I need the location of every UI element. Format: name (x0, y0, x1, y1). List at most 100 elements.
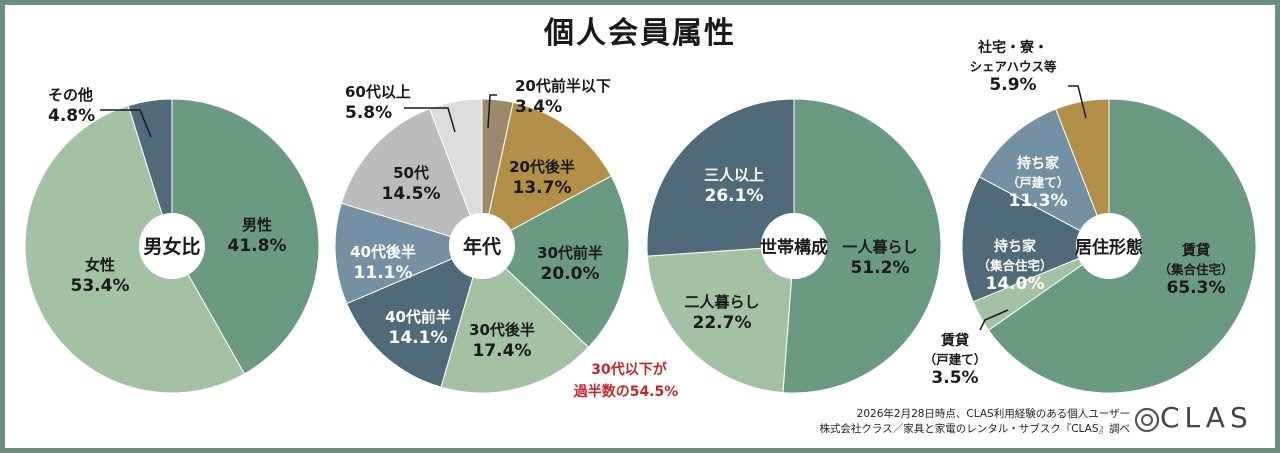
pie-chart-3: 世帯構成 一人暮らし 51.2% 二人暮らし 22.7% 三人以上 26.1% (646, 98, 942, 394)
pie-chart-1: 男女比 男性 41.8% 女性 53.4% その他 4.8% (24, 86, 320, 394)
clas-logo (1134, 407, 1160, 433)
slice-label: 50代 14.5% (382, 164, 441, 204)
pie-slice (127, 98, 173, 247)
source-note-line-1: 2026年2月28日時点、CLAS利用経験のある個人ユーザー (856, 408, 1130, 420)
slice-category-label: 社宅・寮・ (977, 39, 1048, 56)
slice-category-label: 40代前半 (385, 308, 451, 326)
slice-value-label: 3.5% (931, 368, 978, 388)
slice-category-label: 20代後半 (509, 158, 575, 176)
pie-chart-4: 居住形態 賃貸（集合住宅）65.3%賃貸（戸建て）3.5%持ち家（集合住宅）14.… (924, 39, 1257, 394)
slice-label: 賃貸 （戸建て）3.5% (924, 309, 1009, 388)
slice-category-label: 賃貸 (1181, 242, 1210, 259)
logo-text: CLAS (1160, 401, 1253, 434)
pie-slice (340, 108, 483, 247)
slice-value-label: 5.8% (345, 103, 392, 123)
slice-label: その他 4.8% (48, 86, 152, 138)
pie-title: 男女比 (143, 235, 200, 258)
slice-category-label: 40代後半 (350, 243, 416, 261)
slice-label: 一人暮らし 51.2% (842, 238, 917, 278)
slice-category-label: （戸建て） (1007, 175, 1070, 190)
slice-category-label: 三人以上 (704, 166, 764, 184)
slice-category-label: （戸建て） (924, 352, 987, 367)
slice-value-label: 13.7% (513, 178, 572, 198)
slice-category-label: 女性 (85, 256, 115, 274)
slice-category-label: その他 (48, 86, 93, 104)
slice-value-label: 41.8% (228, 236, 287, 256)
slice-category-label: 持ち家 (1017, 155, 1060, 172)
slice-label: 女性 53.4% (71, 256, 130, 296)
slice-value-label: 11.3% (1009, 191, 1068, 211)
leader-line (1068, 85, 1087, 119)
slice-label: 男性 41.8% (228, 216, 287, 256)
slice-value-label: 65.3% (1167, 278, 1226, 298)
slice-category-label: 30代前半 (537, 244, 603, 262)
slice-category-label: （集合住宅） (1158, 262, 1233, 277)
pie-slice (782, 98, 942, 394)
pie-center (761, 213, 827, 279)
slice-value-label: 14.0% (986, 274, 1045, 294)
pie-slice (440, 245, 590, 394)
pie-slice (171, 98, 320, 375)
slice-label: 二人暮らし 22.7% (684, 293, 759, 333)
slice-category-label: 20代前半以下 (515, 77, 611, 95)
pie-slice (646, 245, 795, 394)
leader-line (100, 109, 152, 138)
slice-category-label: 賃貸 (940, 332, 969, 349)
slice-category-label: 60代以上 (345, 83, 411, 101)
slice-value-label: 26.1% (705, 186, 764, 206)
pie-title: 世帯構成 (760, 237, 828, 258)
slice-label: 40代前半 14.1% (385, 308, 451, 348)
slice-label: 30代後半 17.4% (469, 321, 535, 361)
pie-slice (481, 101, 612, 247)
slice-category-label: 二人暮らし (684, 293, 759, 311)
source-note: 2026年2月28日時点、CLAS利用経験のある個人ユーザー 株式会社クラス／家… (819, 407, 1130, 437)
pie-center (449, 213, 515, 279)
leader-line (979, 309, 1009, 331)
slice-label: 三人以上 26.1% (704, 166, 764, 206)
slice-label: 20代後半 13.7% (509, 158, 575, 198)
slice-label: 40代後半 11.1% (350, 243, 416, 283)
pie-slice (978, 108, 1110, 248)
pie-chart-2: 年代 20代前半以下 3.4% 20代後半 13.7% 30代前半 20.0% 30代後半 17… (334, 77, 630, 394)
pie-slice (346, 245, 483, 388)
pie-slice (24, 105, 246, 394)
source-note-line-2: 株式会社クラス／家具と家電のレンタル・サブスク『CLAS』調べ (819, 423, 1130, 435)
pie-slice (961, 176, 1111, 303)
slice-label: 20代前半以下 3.4% (487, 77, 611, 129)
slice-label: 持ち家 （戸建て）11.3% (1007, 155, 1070, 211)
slice-category-label: 30代後半 (469, 321, 535, 339)
leader-line (404, 107, 456, 133)
slice-category-label: シェアハウス等 (969, 59, 1057, 74)
slice-label: 30代前半 20.0% (537, 244, 603, 284)
slice-value-label: 53.4% (71, 276, 130, 296)
slice-value-label: 22.7% (693, 313, 752, 333)
slice-value-label: 51.2% (851, 258, 910, 278)
slice-category-label: （集合住宅） (977, 258, 1052, 273)
slice-category-label: 50代 (393, 164, 429, 182)
slice-label: 賃貸 （集合住宅）65.3% (1158, 242, 1233, 298)
slice-label: 持ち家 （集合住宅）14.0% (977, 238, 1052, 294)
pie-slice (334, 202, 484, 305)
clas-logo-icon (1134, 407, 1160, 433)
pie-title: 年代 (463, 235, 501, 258)
leader-line (487, 94, 497, 129)
page-title: 個人会員属性 (544, 16, 736, 51)
note-line-2: 過半数の54.5% (573, 383, 679, 400)
slice-label: 60代以上 5.8% (345, 83, 456, 133)
slice-value-label: 14.1% (389, 328, 448, 348)
note-line-1: 30代以下が (591, 361, 667, 378)
slice-category-label: 一人暮らし (842, 238, 917, 256)
slice-value-label: 17.4% (473, 341, 532, 361)
slice-value-label: 5.9% (989, 75, 1036, 95)
slice-value-label: 3.4% (515, 97, 562, 117)
pie-center (1076, 213, 1142, 279)
slice-value-label: 14.5% (382, 184, 441, 204)
pie-title: 居住形態 (1075, 237, 1143, 258)
slice-category-label: 持ち家 (994, 238, 1037, 255)
pie-slice (481, 175, 630, 349)
pie-slice (646, 98, 795, 257)
clas-logo-icon-inner (1141, 414, 1153, 426)
slice-value-label: 4.8% (48, 106, 95, 126)
